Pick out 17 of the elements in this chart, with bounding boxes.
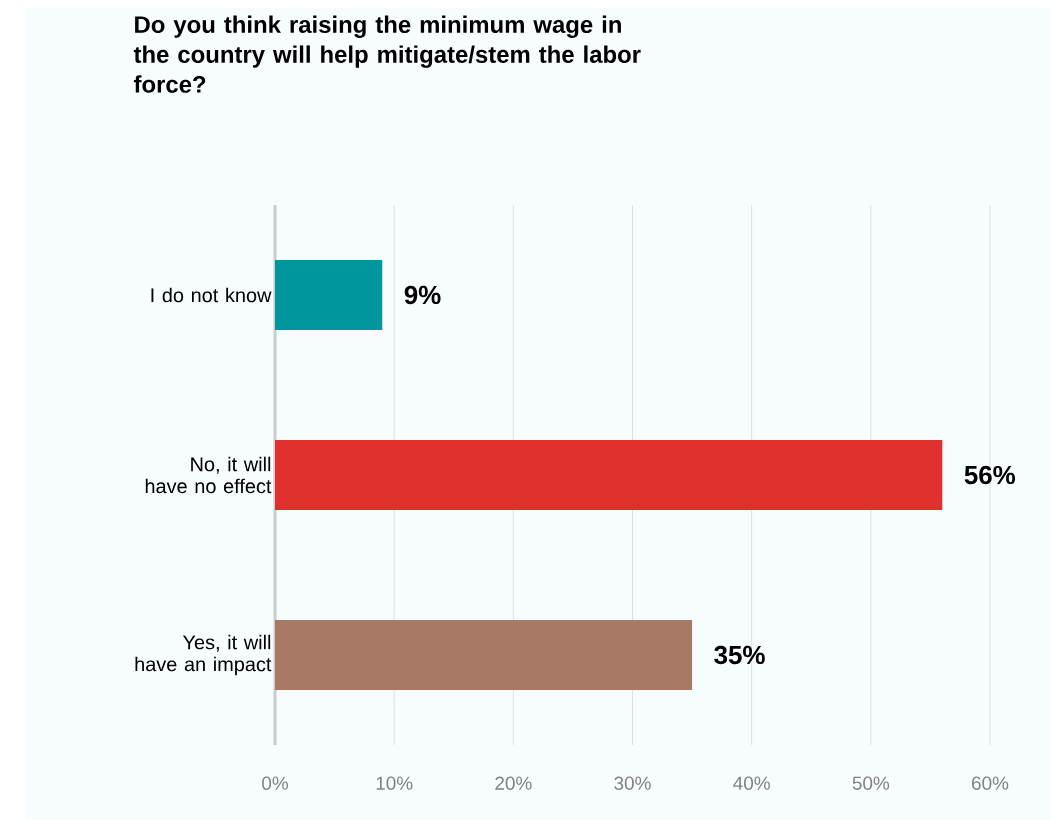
- x-tick-label: 0%: [262, 776, 289, 790]
- y-tick-label: Yes, it will have an impact: [135, 634, 272, 676]
- data-label: 56%: [964, 465, 1016, 485]
- data-label: 35%: [714, 645, 765, 665]
- y-tick-label: I do not know: [151, 287, 272, 303]
- bar: [275, 619, 693, 691]
- bar: [275, 259, 383, 331]
- x-tick-label: 50%: [852, 776, 890, 790]
- x-tick-label: 40%: [733, 776, 770, 790]
- x-tick-label: 20%: [495, 776, 532, 790]
- x-tick-label: 30%: [614, 776, 651, 790]
- x-tick-label: 60%: [972, 776, 1009, 790]
- y-tick-label: No, it will have no effect: [145, 456, 272, 494]
- data-label: 9%: [404, 285, 441, 305]
- chart-title: Do you think raising the minimum wage in the country will help mitigate/stem the labor force?: [133, 15, 641, 93]
- x-tick-label: 10%: [376, 776, 413, 790]
- bar: [275, 439, 943, 511]
